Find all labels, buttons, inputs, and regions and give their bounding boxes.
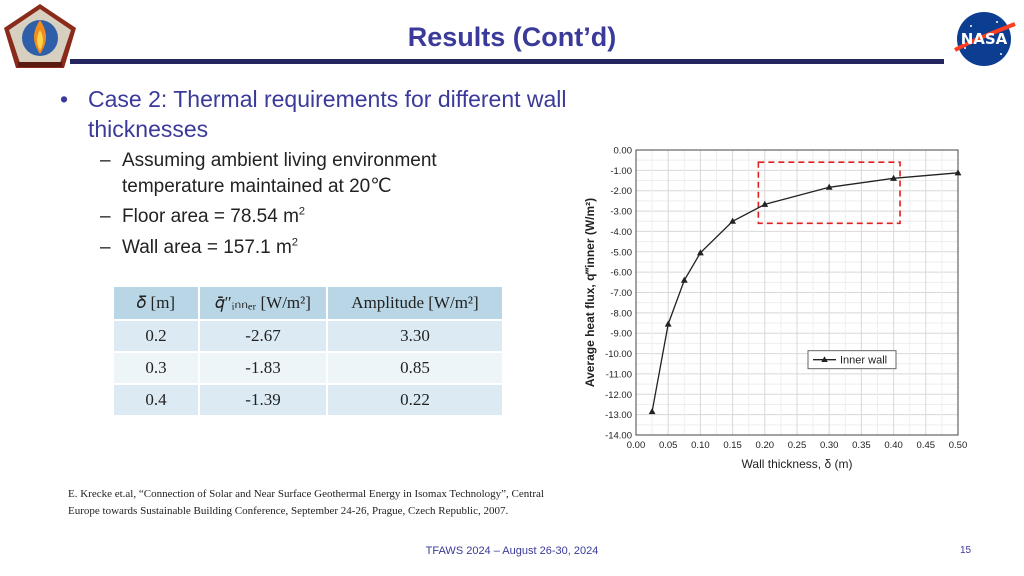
table-cell: -2.67 (199, 319, 328, 352)
y-tick-label: -8.00 (610, 308, 632, 319)
thermal-fluids-workshop-logo (2, 2, 78, 72)
x-tick-label: 0.20 (756, 440, 775, 451)
data-point-marker (696, 249, 704, 256)
chart-legend: Inner wall (807, 350, 897, 370)
y-axis-label: Average heat flux, q‴inner (W/m²) (583, 198, 597, 387)
nasa-meatball-logo: NASA (951, 10, 1017, 68)
x-tick-label: 0.45 (917, 440, 936, 451)
y-tick-label: -10.00 (605, 349, 632, 360)
highlight-box (757, 161, 901, 225)
y-tick-label: -14.00 (605, 431, 632, 442)
table-cell: 0.4 (114, 383, 200, 415)
table-cell: 0.2 (114, 319, 200, 352)
sub-item-text: Assuming ambient living environment (122, 150, 437, 171)
data-point-marker (680, 276, 688, 283)
y-tick-label: -9.00 (610, 329, 632, 340)
y-axis-ticks: 0.00 -1.00 -2.00 -3.00 -4.00 -5.00 -6.00 -7.00 -… (605, 146, 632, 442)
data-point-marker (825, 183, 833, 190)
x-tick-label: 0.00 (627, 440, 646, 451)
x-tick-label: 0.25 (788, 440, 807, 451)
reference-citation: E. Krecke et.al, “Connection of Solar an… (68, 486, 588, 520)
x-tick-label: 0.50 (949, 440, 968, 451)
y-tick-label: -7.00 (610, 288, 632, 299)
legend-marker (821, 356, 828, 363)
page-title: Results (Cont’d) (407, 22, 617, 52)
table-cell: 0.85 (327, 351, 502, 384)
y-tick-label: -4.00 (610, 227, 632, 238)
x-tick-label: 0.40 (884, 440, 903, 451)
dash-marker: – (100, 206, 111, 227)
reference-line: Europe towards Sustainable Building Conf… (68, 505, 509, 517)
data-point-marker (664, 320, 672, 327)
y-tick-label: -1.00 (610, 166, 632, 177)
table-header-row: 𝛿 [m] 𝑞̄″ᵢₙₙₑᵣ [W/m²] Amplitude [W/m²] (114, 287, 502, 320)
y-tick-label: -6.00 (610, 268, 632, 279)
legend-label: Inner wall (840, 355, 887, 367)
data-point-marker (761, 200, 769, 207)
legend-box (807, 350, 897, 370)
sub-item-text: Floor area = 78.54 m (122, 206, 299, 227)
superscript: 2 (298, 205, 306, 218)
table-cell: 3.30 (327, 319, 502, 352)
table-cell: 0.3 (114, 351, 200, 384)
chart-grid (635, 149, 959, 436)
y-tick-label: -12.00 (605, 390, 632, 401)
header-amplitude: Amplitude [W/m²] (327, 287, 502, 320)
data-point-marker (890, 174, 898, 181)
x-tick-label: 0.15 (723, 440, 742, 451)
bullet-marker: • (60, 86, 69, 112)
data-point-marker (729, 217, 737, 224)
page-number: 15 (960, 545, 972, 556)
footer-text: TFAWS 2024 – August 26-30, 2024 (425, 545, 599, 557)
heat-flux-chart: 0.00 -1.00 -2.00 -3.00 -4.00 -5.00 -6.00 -7.00 -… (583, 146, 968, 472)
x-tick-label: 0.35 (852, 440, 871, 451)
table-cell: 0.22 (327, 383, 502, 415)
results-table: 𝛿 [m] 𝑞̄″ᵢₙₙₑᵣ [W/m²] Amplitude [W/m²] 0… (114, 287, 502, 415)
series-markers (648, 169, 962, 415)
y-tick-label: -3.00 (610, 207, 632, 218)
table-cell: -1.83 (199, 351, 328, 384)
header-heat-flux: 𝑞̄″ᵢₙₙₑᵣ [W/m²] (199, 287, 328, 320)
data-point-marker (954, 169, 962, 176)
title-underline (70, 59, 944, 64)
x-axis-ticks: 0.00 0.05 0.10 0.15 0.20 0.25 0.30 0.35 0.40 0.45… (627, 440, 968, 451)
y-tick-label: -5.00 (610, 247, 632, 258)
y-tick-label: 0.00 (614, 146, 633, 157)
table-row: 0.2 -2.67 3.30 (114, 319, 502, 352)
x-tick-label: 0.05 (659, 440, 678, 451)
y-tick-label: -2.00 (610, 186, 632, 197)
table-row: 0.4 -1.39 0.22 (114, 383, 502, 415)
dash-marker: – (100, 150, 111, 171)
dash-marker: – (100, 237, 111, 258)
data-point-marker (648, 407, 656, 415)
y-tick-label: -13.00 (605, 410, 632, 421)
nasa-logo-text: NASA (961, 30, 1008, 48)
x-tick-label: 0.10 (691, 440, 710, 451)
superscript: 2 (291, 236, 298, 249)
header-delta: 𝛿 [m] (114, 287, 200, 320)
bullet-text: Case 2: Thermal requirements for differe… (88, 86, 567, 142)
table-cell: -1.39 (199, 383, 328, 415)
y-tick-label: -11.00 (606, 369, 632, 380)
table-row: 0.3 -1.83 0.85 (114, 351, 502, 384)
reference-line: E. Krecke et.al, “Connection of Solar an… (68, 488, 544, 500)
x-tick-label: 0.30 (820, 440, 839, 451)
sub-item-text: temperature maintained at 20℃ (122, 176, 392, 197)
plot-frame (635, 149, 959, 436)
sub-item-text: Wall area = 157.1 m (122, 237, 292, 258)
x-axis-label: Wall thickness, δ (m) (742, 457, 853, 471)
